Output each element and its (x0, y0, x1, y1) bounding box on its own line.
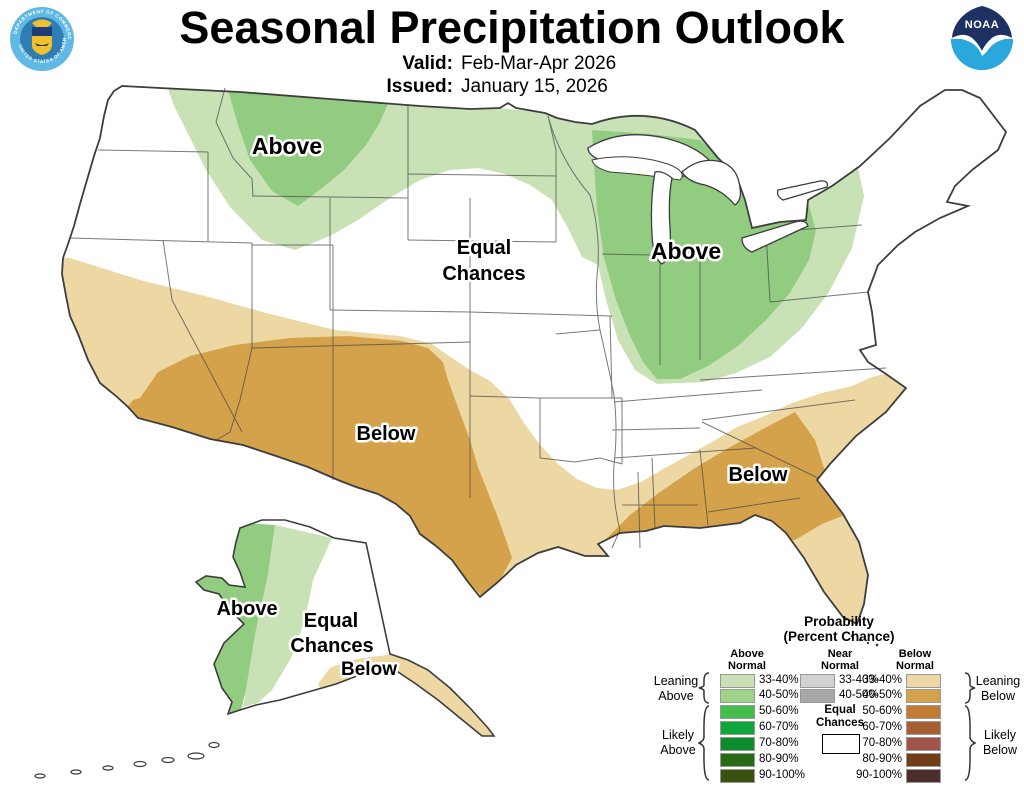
legend-equal-2: Chances (816, 717, 864, 729)
bracket-leaning-above-2: Above (658, 689, 694, 703)
legend-title-1: Probability (804, 614, 874, 629)
bracket-leaning-above-1: Leaning (653, 674, 699, 688)
legend: Probability (Percent Chance) Above Norma… (653, 614, 1021, 783)
noaa-seagull (952, 35, 1012, 56)
bracket-likely-below-1: Likely (984, 728, 1016, 742)
header: Seasonal Precipitation Outlook (0, 0, 1024, 54)
doc-shield-chief (32, 27, 52, 36)
noaa-logo: NOAA (950, 5, 1014, 70)
label-plains-equal-1: Equal (457, 237, 511, 259)
department-of-commerce-logo: DEPARTMENT OF COMMERCE UNITED STATES OF … (8, 5, 74, 71)
doc-ship (35, 43, 49, 46)
issued-label: Issued: (386, 76, 453, 97)
conus-outline (61, 85, 1008, 626)
florida-keys (850, 634, 879, 647)
legend-col-below-1: Below (898, 648, 932, 660)
brace-leaning-below (964, 672, 976, 704)
label-ak-below: Below (341, 659, 397, 680)
label-ak-equal-1: Equal (304, 610, 358, 632)
label-midwest-above: Above (651, 238, 721, 264)
lake-ontario (776, 180, 828, 201)
label-ak-equal-2: Chances (290, 635, 373, 657)
legend-col-above-1: Above (730, 648, 764, 660)
below-60-70-swatch (906, 721, 941, 735)
legend-col-near-1: Near (827, 648, 853, 660)
region-below-40-50-southwest (128, 336, 512, 597)
great-lakes (587, 134, 828, 265)
near-40-50-swatch (800, 689, 835, 703)
brace-likely-above (698, 705, 710, 781)
below-90-100-swatch (906, 769, 941, 783)
below-80-90-swatch (906, 753, 941, 767)
label-sw-below: Below (357, 423, 416, 445)
label-nw-above: Above (252, 133, 322, 159)
noaa-wordmark: NOAA (965, 19, 999, 31)
header-meta: Valid: Feb-Mar-Apr 2026 Issued: January … (0, 52, 1024, 98)
label-ak-above: Above (216, 598, 277, 620)
brace-likely-below (964, 705, 976, 781)
bracket-likely-below-2: Below (982, 743, 1018, 757)
page-title: Seasonal Precipitation Outlook (179, 2, 845, 53)
equal-chances-swatch (822, 734, 860, 754)
region-above-40-50-montana (228, 90, 388, 206)
state-boundaries (69, 87, 887, 549)
above-50-60-swatch (720, 705, 755, 719)
noaa-kite (952, 6, 1012, 51)
doc-eagle (32, 19, 52, 27)
region-above-40-50-midwest (592, 130, 816, 379)
brace-leaning-above (698, 672, 710, 704)
legend-col-below-2: Normal (896, 660, 934, 672)
legend-col-near-2: Normal (821, 660, 859, 672)
near-33-40-swatch (800, 674, 835, 688)
lake-huron (681, 159, 742, 206)
lake-erie (741, 220, 809, 253)
aleutian-islands (34, 741, 220, 779)
above-40-50-swatch (720, 689, 755, 703)
legend-title-2: (Percent Chance) (783, 629, 895, 644)
below-40-50-swatch (906, 689, 941, 703)
issued-value: January 15, 2026 (461, 76, 608, 97)
above-60-70-swatch (720, 721, 755, 735)
region-below-40-50-southeast (600, 412, 845, 553)
legend-col-above-2: Normal (728, 660, 766, 672)
below-33-40-swatch (906, 674, 941, 688)
alaska-outline (194, 519, 496, 737)
valid-label: Valid: (402, 53, 453, 74)
bracket-leaning-below-2: Below (980, 689, 1016, 703)
above-80-90-swatch (720, 753, 755, 767)
bracket-likely-above-2: Above (660, 743, 696, 757)
bracket-leaning-below-1: Leaning (975, 674, 1021, 688)
below-70-80-swatch (906, 737, 941, 751)
label-plains-equal-2: Chances (442, 263, 525, 285)
above-70-80-swatch (720, 737, 755, 751)
bracket-likely-above-1: Likely (662, 728, 694, 742)
lake-michigan (650, 170, 673, 265)
valid-value: Feb-Mar-Apr 2026 (461, 53, 617, 74)
below-50-60-swatch (906, 705, 941, 719)
map-labels: Above Above Equal Chances Below Below Ab… (214, 131, 790, 683)
above-33-40-swatch (720, 674, 755, 688)
label-se-below: Below (729, 464, 788, 486)
region-ak-above-33-40 (243, 525, 332, 707)
above-90-100-swatch (720, 769, 755, 783)
legend-equal-1: Equal (824, 704, 856, 716)
